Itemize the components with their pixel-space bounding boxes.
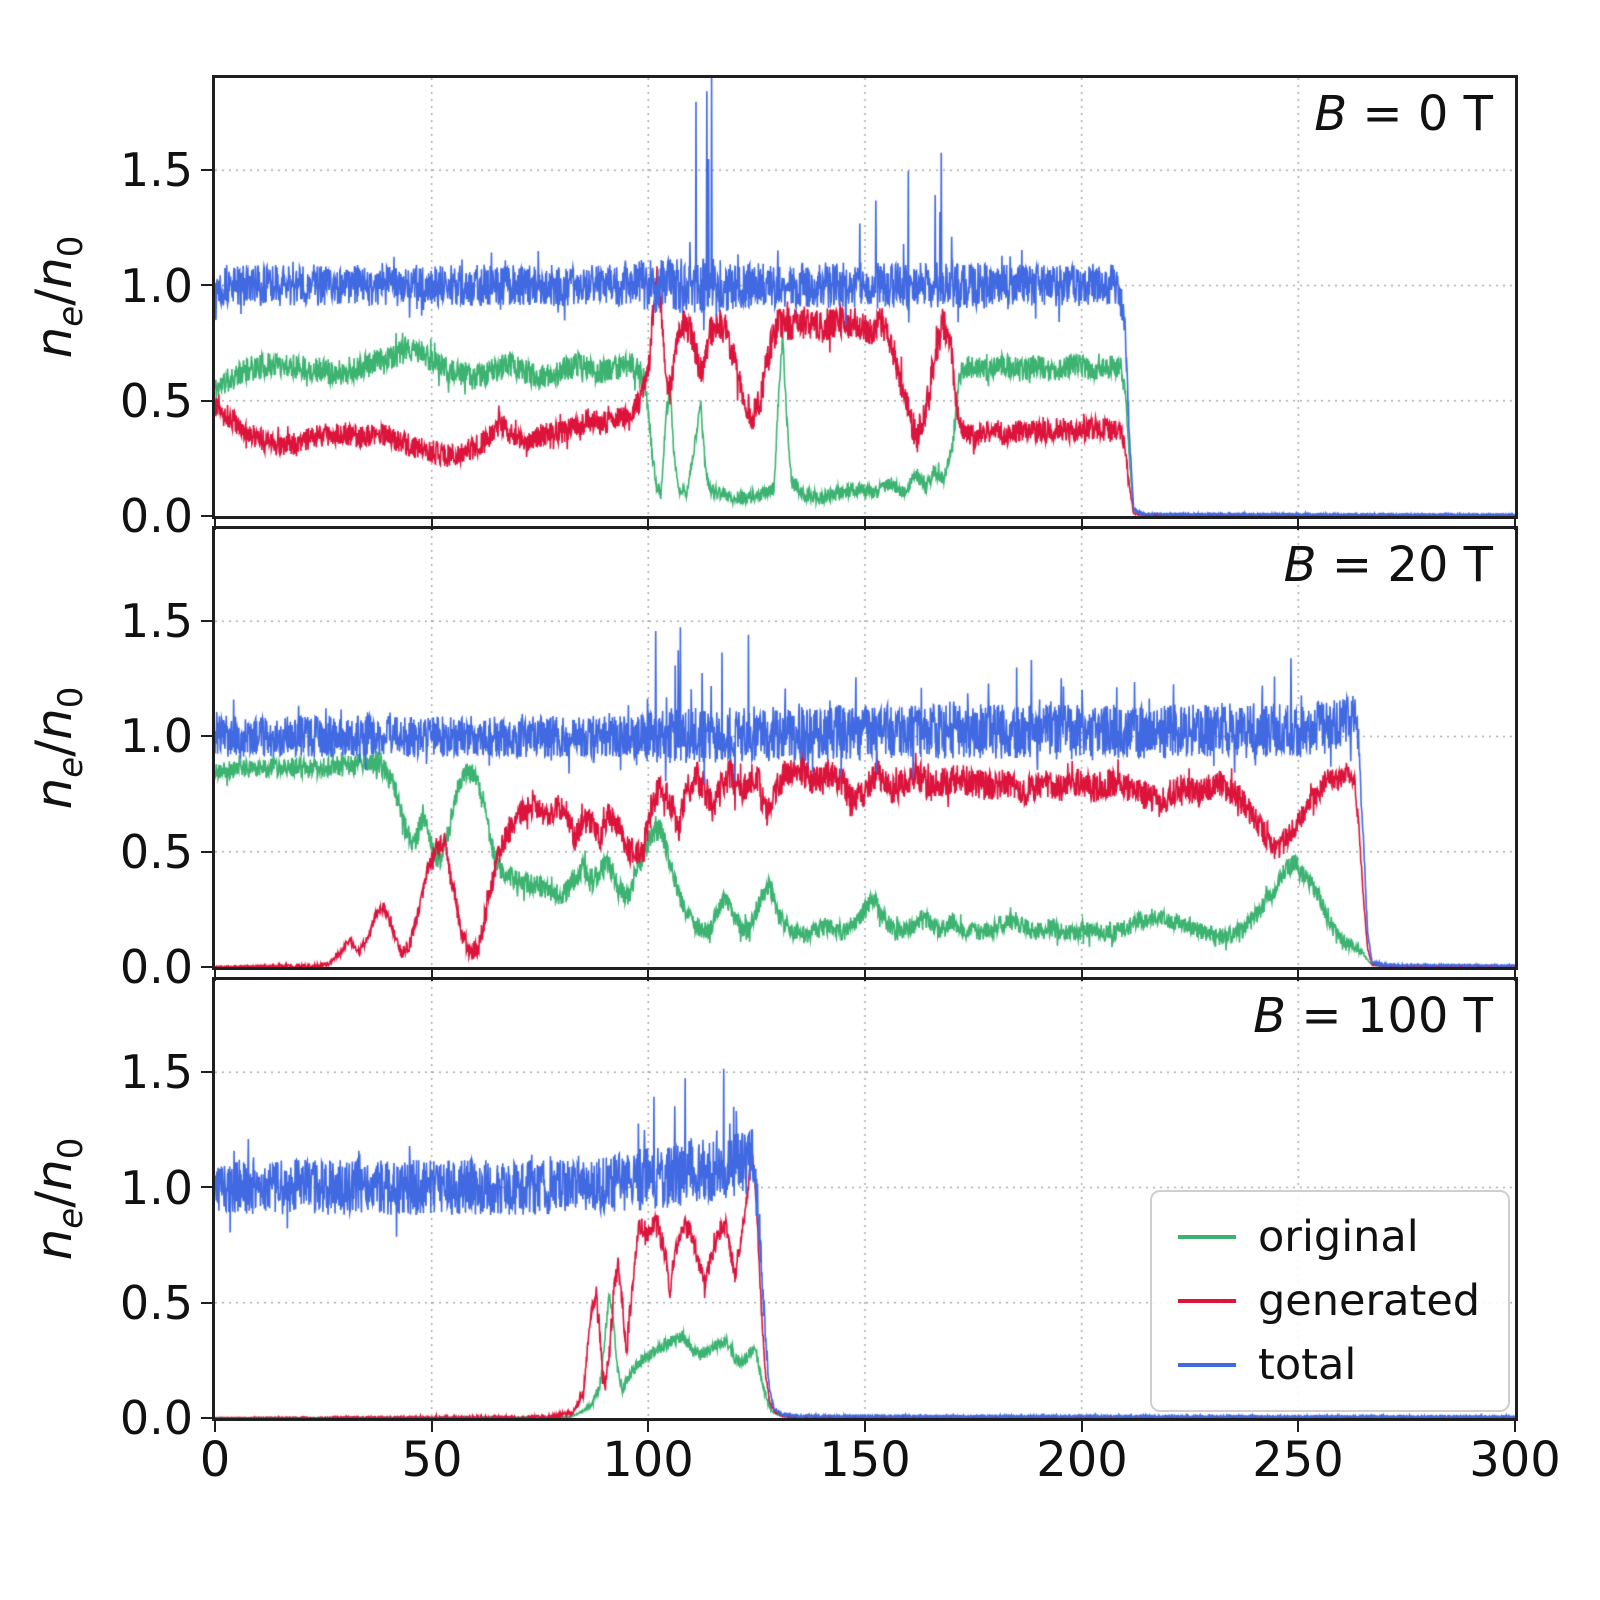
ytick-label: 0.5 (119, 374, 193, 428)
x-tick-mark (1297, 519, 1300, 530)
panel-b20-annotation: B = 20 T (1283, 537, 1493, 593)
x-tick-mark (1514, 970, 1516, 981)
legend: original generated total (1150, 1190, 1510, 1412)
panel-b0: B = 0 T (212, 75, 1518, 519)
legend-entry-generated: generated (1178, 1276, 1482, 1326)
panel-b20: B = 20 T (212, 526, 1518, 970)
x-tick-mark (214, 519, 216, 530)
x-tick-mark (647, 1421, 650, 1432)
ytick-label: 1.0 (119, 1161, 193, 1215)
ytick-label: 1.0 (119, 259, 193, 313)
ytick-label: 0.0 (119, 940, 193, 994)
x-tick-mark (1514, 1421, 1516, 1432)
legend-label: original (1258, 1212, 1419, 1262)
xtick-label: 200 (1036, 1432, 1128, 1488)
ytick-label: 0.0 (119, 489, 193, 543)
x-tick-mark (214, 970, 216, 981)
x-tick-mark (864, 970, 866, 981)
x-tick-mark (864, 1421, 866, 1432)
x-tick-mark (647, 519, 650, 530)
y-tick-mark (201, 1417, 212, 1419)
x-tick-mark (430, 970, 433, 981)
x-tick-mark (430, 519, 433, 530)
legend-line-swatch-generated (1178, 1299, 1236, 1303)
x-tick-mark (864, 519, 866, 530)
x-tick-mark (1297, 970, 1300, 981)
x-tick-mark (214, 1421, 216, 1432)
legend-line-swatch-original (1178, 1235, 1236, 1239)
y-tick-mark (201, 1301, 212, 1304)
panel-b100-annotation: B = 100 T (1253, 988, 1493, 1044)
y-tick-mark (201, 169, 212, 172)
y-tick-mark (201, 620, 212, 623)
xtick-label: 250 (1252, 1432, 1344, 1488)
legend-entry-total: total (1178, 1340, 1482, 1390)
legend-entry-original: original (1178, 1212, 1482, 1262)
panel-b0-plot-canvas (215, 78, 1515, 516)
xtick-label: 150 (819, 1432, 911, 1488)
y-tick-mark (201, 1186, 212, 1189)
y-tick-mark (201, 515, 212, 517)
panel-b0-annotation: B = 0 T (1314, 86, 1493, 142)
ytick-label: 1.5 (119, 1045, 193, 1099)
xtick-label: 300 (1469, 1432, 1561, 1488)
ytick-label: 0.5 (119, 825, 193, 879)
x-tick-mark (1080, 1421, 1083, 1432)
ytick-label: 0.0 (119, 1391, 193, 1445)
ytick-label: 1.5 (119, 143, 193, 197)
panel-b20-plot-canvas (215, 529, 1515, 967)
x-tick-mark (1080, 970, 1083, 981)
legend-label: generated (1258, 1276, 1481, 1326)
x-tick-mark (647, 970, 650, 981)
y-tick-mark (201, 735, 212, 738)
ytick-label: 1.5 (119, 594, 193, 648)
legend-label: total (1258, 1340, 1357, 1390)
x-tick-mark (430, 1421, 433, 1432)
y-tick-mark (201, 850, 212, 853)
x-tick-mark (1080, 519, 1083, 530)
xtick-label: 100 (602, 1432, 694, 1488)
y-tick-mark (201, 399, 212, 402)
y-tick-mark (201, 966, 212, 968)
xtick-label: 50 (401, 1432, 463, 1488)
ytick-label: 1.0 (119, 709, 193, 763)
x-tick-mark (1514, 519, 1516, 530)
y-tick-mark (201, 284, 212, 287)
legend-line-swatch-total (1178, 1363, 1236, 1367)
ytick-label: 0.5 (119, 1276, 193, 1330)
xtick-label: 0 (199, 1432, 231, 1488)
x-tick-mark (1297, 1421, 1300, 1432)
y-tick-mark (201, 1071, 212, 1074)
